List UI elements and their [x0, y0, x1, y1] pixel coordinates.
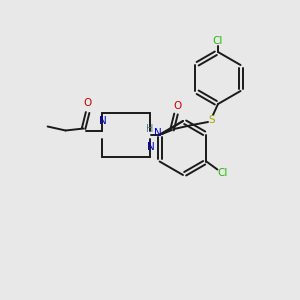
Text: O: O	[83, 98, 92, 109]
Text: N: N	[154, 128, 162, 138]
Text: Cl: Cl	[217, 167, 228, 178]
Text: Cl: Cl	[213, 36, 223, 46]
Text: N: N	[147, 142, 154, 152]
Text: N: N	[99, 116, 106, 127]
Text: H: H	[146, 124, 154, 134]
Text: O: O	[173, 101, 181, 111]
Text: S: S	[209, 115, 215, 125]
